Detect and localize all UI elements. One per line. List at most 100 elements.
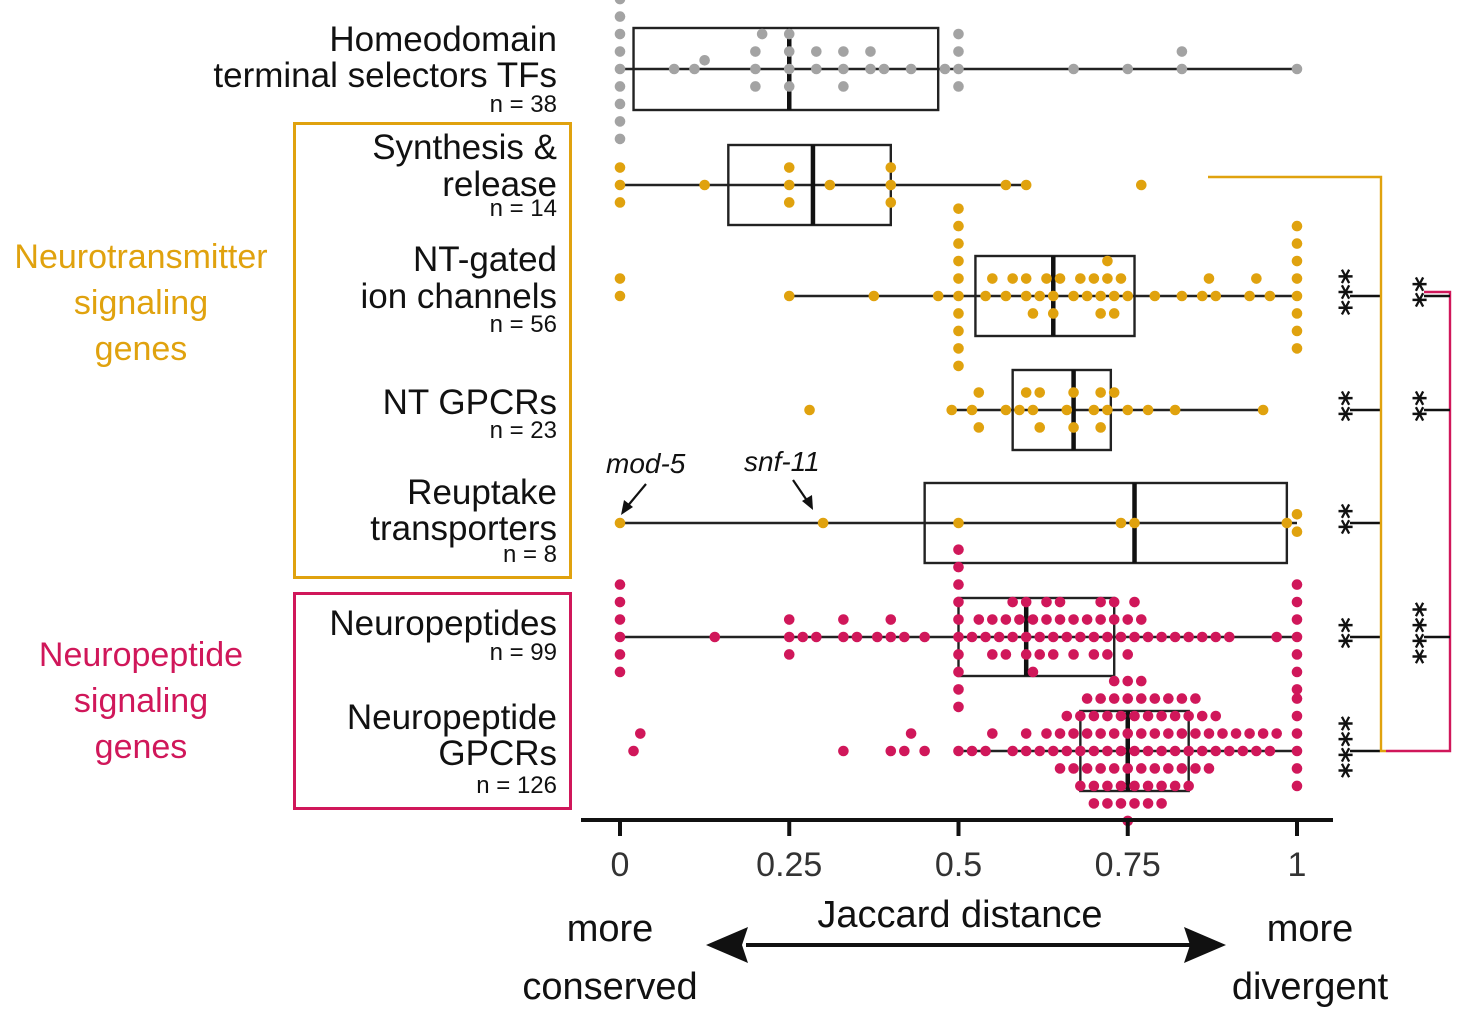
data-point [699,54,710,66]
data-point [1163,728,1174,739]
data-point [1075,710,1086,722]
data-point [811,46,822,57]
data-point [885,631,897,643]
data-point [1281,517,1293,529]
data-point [1075,273,1086,284]
data-point [1203,728,1215,739]
data-point [1000,404,1012,416]
data-point [1047,290,1059,302]
data-point [1176,290,1188,302]
category-label: Synthesis & [372,128,557,167]
data-point [1176,46,1188,57]
data-point [1088,780,1100,792]
snf11-arrow [792,479,809,503]
data-point [1156,631,1167,643]
data-point [1142,745,1154,757]
data-point [885,614,897,625]
data-point [1020,728,1032,739]
data-point [811,63,822,75]
data-point [1224,631,1235,643]
data-point [1068,728,1079,739]
data-point [899,745,910,757]
data-point [1156,710,1167,722]
data-point [1115,745,1127,757]
data-point [1291,308,1303,319]
data-point [1020,290,1032,302]
data-point [1135,763,1147,774]
data-point [614,596,626,608]
snf11-annotation: snf-11 [744,446,820,477]
data-point [1068,422,1079,433]
data-point [987,728,998,739]
data-point [1176,728,1188,739]
data-point [1271,631,1282,643]
data-point [1095,422,1106,433]
data-point [817,517,829,529]
more-conserved-line: conserved [522,966,698,1008]
data-point [953,745,964,757]
data-point [1291,693,1303,704]
data-point [668,63,680,75]
data-point [1034,422,1046,433]
category-row [804,368,1269,452]
data-point [973,422,985,433]
data-point [987,273,998,284]
data-point [987,649,998,660]
data-point [1108,596,1120,608]
data-point [1054,728,1066,739]
data-point [1102,273,1113,284]
data-point [1183,780,1194,792]
data-point [919,631,930,643]
data-point [1007,745,1018,757]
data-point [1291,666,1303,678]
data-point [1027,308,1039,319]
data-point [1122,290,1134,302]
data-point [614,517,626,529]
data-point [871,631,883,643]
data-point [1122,728,1134,739]
data-point [1129,596,1140,608]
data-point [1169,780,1181,792]
data-point [932,290,944,302]
more-divergent-line: more [1266,908,1354,950]
data-point [1129,517,1140,529]
data-point [1237,745,1249,757]
data-point [1142,798,1154,809]
data-point [614,11,626,22]
data-point [1122,763,1134,774]
data-point [1196,710,1208,722]
group-label-line: signaling [73,284,209,322]
category-row [628,675,1303,827]
data-point [953,273,964,284]
data-point [824,179,836,191]
category-row [614,203,1303,372]
data-point [885,179,897,191]
data-point [1027,614,1039,625]
significance-label: ** [1322,390,1357,422]
data-point [709,631,721,643]
bracket-significance-label: **** [1396,602,1431,665]
data-point [1122,675,1134,687]
category-label: transporters [370,509,557,548]
data-point [1149,290,1161,302]
data-point [966,745,978,757]
data-point [1122,614,1134,625]
data-point [635,728,646,739]
data-point [1135,728,1147,739]
data-point [1007,273,1018,284]
data-point [1291,684,1303,695]
data-point [953,203,964,214]
data-point [1291,579,1303,590]
data-point [1095,308,1106,319]
data-point [1291,763,1303,774]
data-point [614,649,626,660]
data-point [1210,745,1222,757]
data-point [953,360,964,372]
data-point [953,63,964,75]
bracket-significance-label: ** [1396,276,1431,308]
data-point [1122,404,1134,416]
data-point [1176,693,1188,704]
data-point [750,46,761,57]
data-point [885,745,897,757]
data-point [953,343,964,354]
